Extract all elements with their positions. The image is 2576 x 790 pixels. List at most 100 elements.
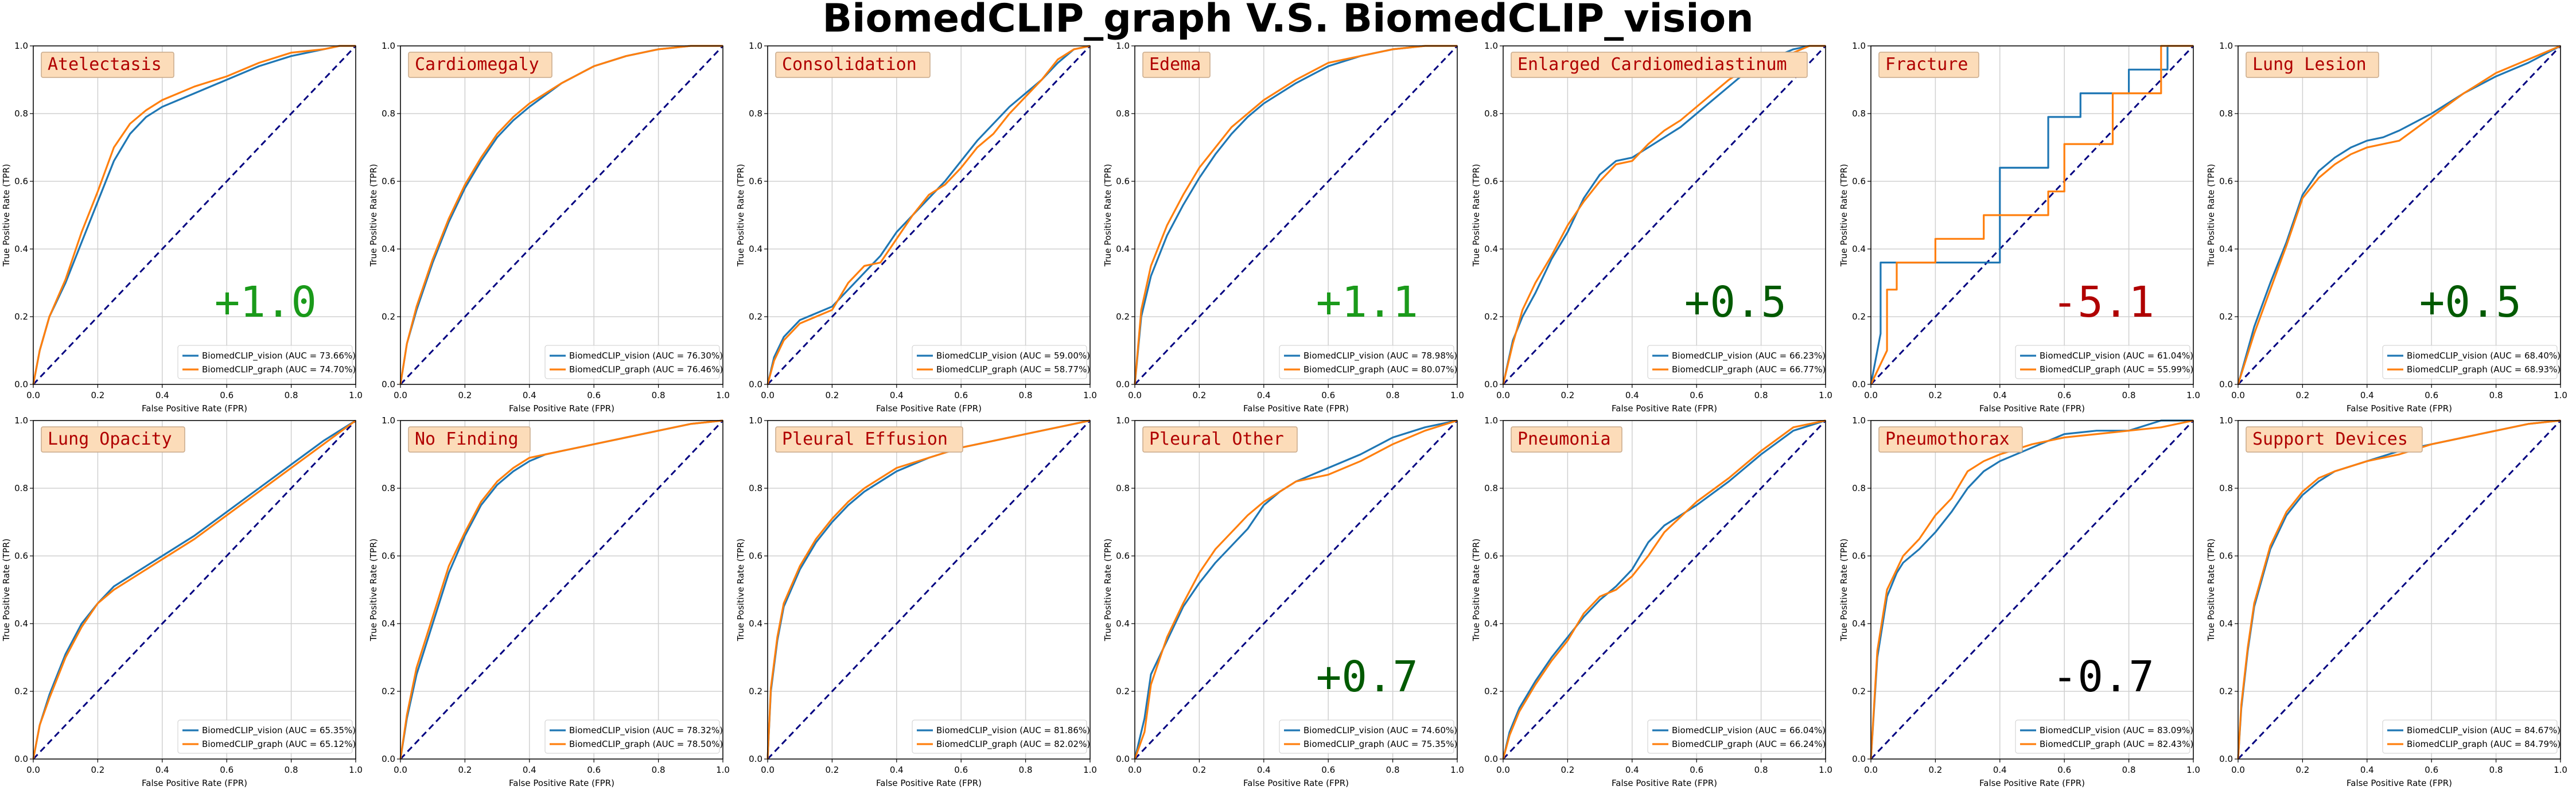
legend-entry-label: BiomedCLIP_graph (AUC = 65.12%) [202,739,356,750]
y-tick-label: 0.8 [14,108,28,119]
x-tick-label: 0.0 [1864,390,1878,400]
vision-roc-curve [2237,45,2561,385]
axes-frame [400,45,723,385]
disease-badge-label: Lung Lesion [2252,55,2367,75]
y-tick-label: 0.0 [2219,754,2233,764]
disease-badge [1142,52,1211,78]
y-tick-label: 0.6 [1852,551,1866,561]
x-tick-label: 1.0 [1819,390,1832,400]
x-tick-label: 0.6 [1690,765,1703,775]
x-tick-label: 0.2 [1928,390,1942,400]
y-tick-label: 1.0 [1484,41,1498,51]
disease-badge [775,52,931,78]
x-axis-label: False Positive Rate (FPR) [142,403,247,414]
y-tick-label: 0.6 [749,551,762,561]
y-tick-label: 1.0 [1116,41,1130,51]
y-tick-label: 0.4 [749,618,762,629]
x-tick-label: 1.0 [1083,390,1097,400]
y-tick-label: 0.2 [1852,312,1866,322]
auc-delta-label: +0.5 [2419,278,2521,327]
y-tick-label: 0.8 [1484,483,1498,493]
graph-roc-curve [1870,419,2194,760]
legend-entry-label: BiomedCLIP_vision (AUC = 65.35%) [202,725,356,736]
y-tick-label: 0.6 [1116,176,1130,186]
x-tick-label: 0.0 [1496,765,1510,775]
legend-entry-label: BiomedCLIP_vision (AUC = 68.40%) [2407,351,2561,361]
auc-delta-label: +0.7 [1316,652,1418,702]
x-tick-label: 0.6 [2057,390,2071,400]
legend-box [912,345,1087,379]
y-tick-label: 0.0 [382,754,395,764]
disease-badge [2246,426,2423,453]
y-tick-label: 0.8 [14,483,28,493]
roc-panel: 0.0 0.2 0.4 0.6 0.8 1.0 0.0 0.2 0.4 0.6 0.8 1.0 Fals… [1471,41,1832,414]
disease-badge [1142,426,1298,453]
disease-badge [775,426,963,453]
y-tick-label: 0.6 [1116,551,1130,561]
x-tick-label: 1.0 [349,765,363,775]
y-axis-label: True Positive Rate (TPR) [2206,164,2216,267]
chance-diagonal-line [1870,419,2194,760]
x-tick-label: 1.0 [1819,765,1832,775]
chance-diagonal-line [1870,45,2194,386]
chance-diagonal-line [766,45,1091,386]
axes-frame [33,45,356,385]
disease-badge [408,426,531,453]
x-tick-label: 0.0 [761,390,775,400]
axes-frame [1870,420,2194,760]
legend-box [177,345,353,379]
x-tick-label: 0.2 [458,765,472,775]
legend-entry-label: BiomedCLIP_vision (AUC = 73.66%) [202,351,356,361]
legend-entry-label: BiomedCLIP_graph (AUC = 82.02%) [936,739,1090,750]
y-tick-label: 0.8 [1484,108,1498,119]
axes-frame [1134,45,1458,385]
x-tick-label: 0.4 [1257,390,1271,400]
roc-panel: 0.0 0.2 0.4 0.6 0.8 1.0 0.0 0.2 0.4 0.6 0.8 1.0 Fals… [736,415,1097,788]
x-tick-label: 0.4 [1625,765,1639,775]
x-tick-label: 0.0 [761,765,775,775]
axes-frame [400,420,723,760]
x-tick-label: 0.8 [2122,390,2136,400]
y-tick-label: 0.6 [2219,176,2233,186]
y-tick-label: 1.0 [1852,415,1866,426]
roc-panel: 0.0 0.2 0.4 0.6 0.8 1.0 0.0 0.2 0.4 0.6 0.8 1.0 Fals… [2206,415,2567,788]
x-tick-label: 0.0 [1128,765,1142,775]
x-tick-label: 0.6 [2425,765,2438,775]
y-tick-label: 0.2 [1484,686,1498,696]
disease-badge-label: Atelectasis [48,55,162,75]
y-tick-label: 1.0 [749,415,762,426]
x-tick-label: 0.2 [2295,765,2309,775]
y-tick-label: 0.4 [1484,618,1498,629]
y-tick-label: 1.0 [14,41,28,51]
x-tick-label: 0.4 [1993,390,2007,400]
disease-badge-label: Pneumonia [1517,429,1611,449]
y-tick-label: 0.4 [14,618,28,629]
roc-panel: 0.0 0.2 0.4 0.6 0.8 1.0 0.0 0.2 0.4 0.6 0.8 1.0 Fals… [1,415,363,788]
x-tick-label: 0.2 [1192,765,1206,775]
y-axis-label: True Positive Rate (TPR) [1,164,11,267]
graph-roc-curve [1134,419,1458,760]
y-tick-label: 0.4 [1484,244,1498,254]
y-tick-label: 0.8 [382,483,395,493]
legend-box [1647,345,1823,379]
axes-frame [33,420,356,760]
x-axis-label: False Positive Rate (FPR) [509,403,614,414]
graph-roc-curve [32,419,356,760]
x-axis-label: False Positive Rate (FPR) [1612,403,1717,414]
roc-panel: 0.0 0.2 0.4 0.6 0.8 1.0 0.0 0.2 0.4 0.6 0.8 1.0 Fals… [1,41,363,414]
roc-panel: 0.0 0.2 0.4 0.6 0.8 1.0 0.0 0.2 0.4 0.6 0.8 1.0 Fals… [368,41,730,414]
y-axis-label: True Positive Rate (TPR) [1103,539,1113,642]
x-axis-label: False Positive Rate (FPR) [2347,778,2452,788]
y-tick-label: 0.4 [14,244,28,254]
x-tick-label: 1.0 [2554,390,2567,400]
y-axis-label: True Positive Rate (TPR) [1471,164,1481,267]
disease-badge-label: Edema [1149,55,1201,75]
legend-box [2015,719,2190,754]
x-tick-label: 0.4 [2360,765,2374,775]
x-tick-label: 0.8 [1754,390,1768,400]
x-tick-label: 1.0 [716,390,730,400]
graph-roc-curve [1870,45,2193,385]
x-axis-label: False Positive Rate (FPR) [1979,778,2085,788]
legend-entry-label: BiomedCLIP_vision (AUC = 78.32%) [569,725,723,736]
